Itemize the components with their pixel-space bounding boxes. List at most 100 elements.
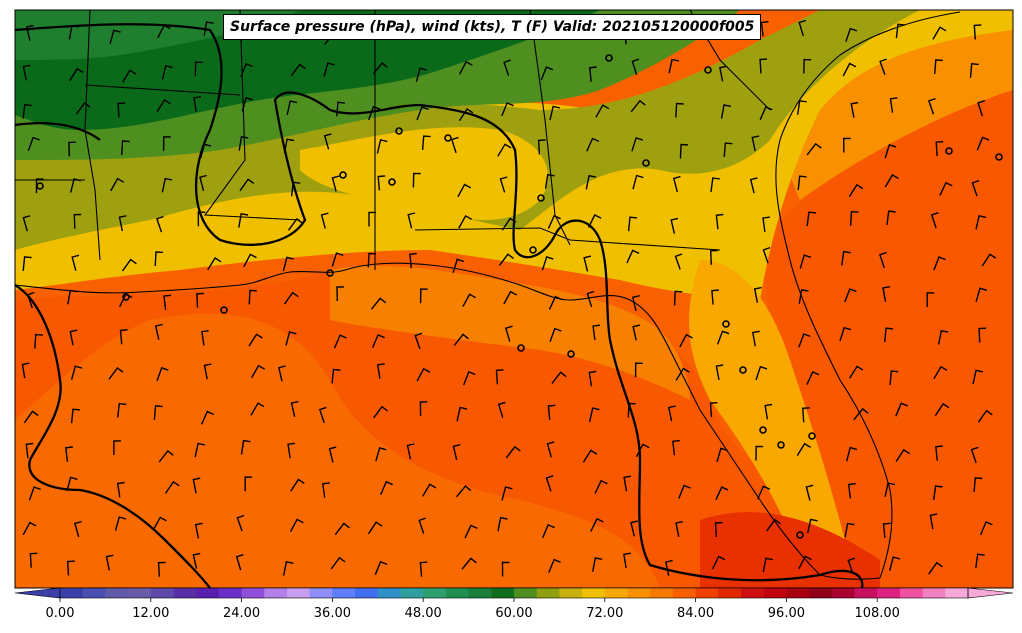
isobar-north	[15, 23, 864, 588]
station-marker	[995, 153, 1003, 161]
wind-barb	[283, 138, 295, 154]
wind-barb	[290, 63, 306, 77]
colorbar-segment	[332, 588, 356, 598]
wind-barb	[805, 484, 814, 501]
wind-barb	[161, 64, 173, 80]
wind-barb	[670, 217, 679, 234]
colorbar-segment	[264, 588, 288, 598]
wind-barb	[623, 552, 631, 569]
wind-barb	[153, 405, 163, 420]
colorbar-segment	[582, 588, 606, 598]
wind-barb	[541, 256, 554, 271]
wind-barb	[969, 63, 979, 78]
wind-barb	[320, 212, 329, 229]
wind-barb	[200, 410, 214, 425]
wind-barb	[504, 325, 513, 342]
wind-barb	[972, 369, 984, 385]
wind-barb	[632, 174, 644, 190]
wind-barb	[841, 250, 851, 266]
wind-barb	[548, 558, 561, 573]
wind-barb	[22, 521, 37, 536]
colorbar-segment	[400, 588, 424, 598]
colorbar-segment	[241, 588, 265, 598]
wind-barb	[715, 364, 724, 381]
wind-barb	[547, 404, 556, 420]
wind-barb	[22, 64, 31, 81]
wind-barb	[238, 135, 249, 151]
wind-barb	[373, 405, 389, 419]
station-marker	[777, 441, 785, 449]
wind-barb	[452, 258, 465, 274]
wind-barb	[113, 440, 121, 455]
wind-barb	[65, 446, 73, 462]
wind-barb	[412, 172, 421, 188]
colorbar-segment	[809, 588, 833, 598]
wind-barb	[68, 24, 79, 40]
wind-barb	[977, 100, 986, 117]
wind-barb	[884, 174, 899, 188]
wind-barb	[546, 441, 555, 458]
wind-barb	[367, 252, 377, 268]
wind-barb	[203, 363, 212, 380]
wind-barb	[714, 521, 723, 537]
station-marker	[567, 350, 575, 358]
wind-barb	[537, 139, 546, 155]
wind-barb	[372, 62, 388, 75]
wind-barb	[675, 102, 684, 118]
station-marker	[642, 159, 650, 167]
wind-barb	[630, 99, 646, 113]
wind-barb	[207, 257, 222, 271]
wind-barb	[495, 369, 504, 385]
wind-barb	[370, 297, 387, 310]
wind-barb	[882, 286, 891, 302]
wind-barb	[716, 447, 728, 462]
wind-barb	[839, 326, 852, 342]
wind-barb	[21, 362, 30, 379]
wind-barb	[318, 406, 327, 424]
wind-barb	[248, 333, 263, 347]
wind-barb	[976, 136, 990, 151]
wind-barb	[807, 518, 818, 534]
wind-barb	[935, 141, 944, 157]
colorbar-ticks: 0.00 12.00 24.00 36.00 48.00 60.00 72.00 84.00 9…	[46, 598, 900, 621]
wind-barb	[849, 210, 859, 226]
wind-barb	[547, 214, 561, 229]
wind-barb	[937, 329, 949, 345]
wind-barb	[333, 334, 347, 349]
isobar-northwest	[15, 122, 101, 141]
wind-barb	[156, 215, 164, 233]
wind-barb	[672, 439, 680, 456]
wind-barb	[161, 177, 173, 193]
colorbar-segment	[82, 588, 106, 598]
wind-barb	[157, 561, 166, 577]
wind-barb	[590, 517, 604, 532]
wind-barb	[70, 178, 82, 193]
wind-barb	[290, 181, 301, 197]
wind-barb	[118, 215, 127, 232]
wind-barb	[277, 365, 286, 382]
wind-barb	[798, 333, 811, 348]
wind-barb	[844, 522, 855, 538]
colorbar-tick-label: 96.00	[768, 606, 805, 621]
temp-zone-yellow-center	[300, 127, 548, 220]
wind-barb	[501, 486, 513, 501]
wind-barb	[755, 445, 764, 461]
wind-barb	[192, 477, 201, 494]
wind-barbs	[21, 19, 997, 577]
wind-barb	[760, 21, 769, 37]
wind-barb	[549, 105, 561, 121]
wind-barb	[884, 327, 894, 343]
colorbar-tick-label: 84.00	[677, 606, 714, 621]
wind-barb	[194, 442, 206, 458]
wind-barb	[119, 329, 128, 345]
state-border-2	[84, 84, 241, 96]
colorbar-segment	[173, 588, 197, 598]
colorbar-segment	[559, 588, 583, 598]
wind-barb	[672, 175, 681, 193]
wind-barb	[323, 62, 335, 77]
wind-barb	[979, 521, 993, 536]
wind-barb	[368, 105, 381, 121]
wind-barb	[753, 286, 762, 303]
wind-barb	[457, 183, 472, 198]
wind-barb	[585, 174, 597, 190]
